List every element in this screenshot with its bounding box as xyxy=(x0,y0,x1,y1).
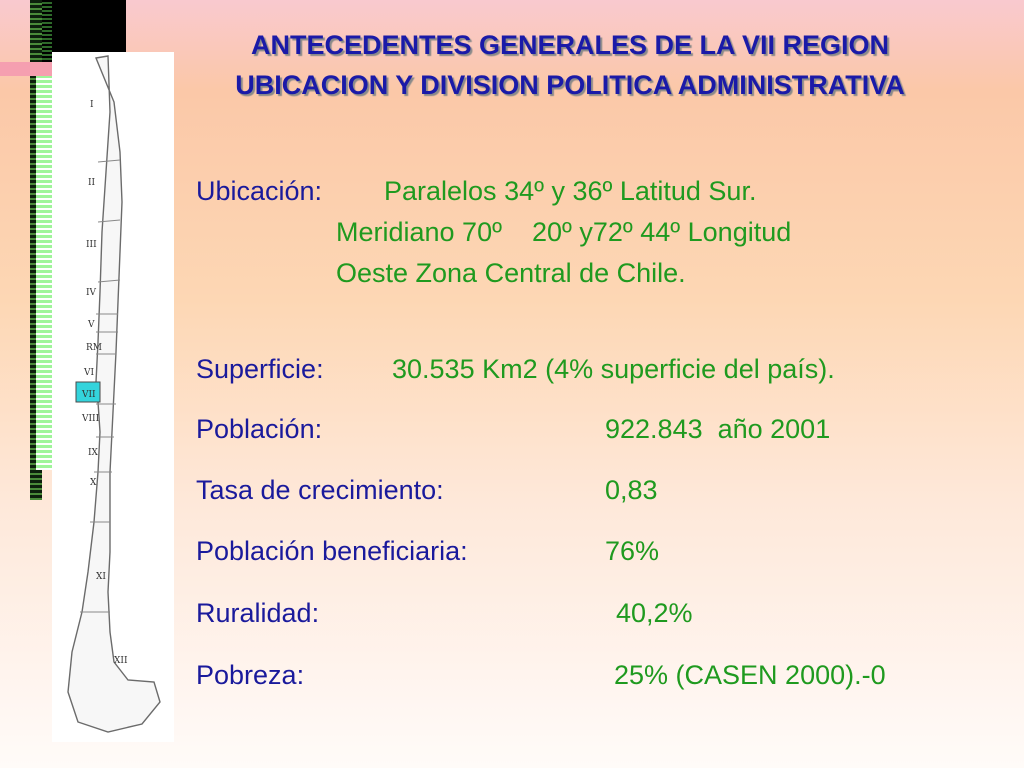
region-label-vii: VII xyxy=(82,390,96,400)
tasa-crecimiento-value: 0,83 xyxy=(605,475,658,505)
region-label-viii: VIII xyxy=(82,414,100,424)
poblacion-beneficiaria-value: 76% xyxy=(605,536,660,566)
region-label-xi: XI xyxy=(96,572,106,582)
location-label: Ubicación: xyxy=(196,176,323,206)
pobreza-label: Pobreza: xyxy=(196,660,305,690)
pobreza-value: 25% (CASEN 2000).-0 xyxy=(614,660,886,690)
decorative-green-stripes xyxy=(36,70,56,470)
region-label-rm: RM xyxy=(86,343,102,353)
region-label-iv: IV xyxy=(86,288,97,298)
decorative-black-block xyxy=(52,0,126,52)
chile-map xyxy=(67,55,161,733)
location-line-3: Oeste Zona Central de Chile. xyxy=(336,258,686,288)
region-label-x: X xyxy=(90,478,97,488)
poblacion-label: Población: xyxy=(196,414,323,444)
page-title-line-2: UBICACION Y DIVISION POLITICA ADMINISTRA… xyxy=(235,70,905,100)
page-title-line-1: ANTECEDENTES GENERALES DE LA VII REGION xyxy=(250,30,890,60)
region-label-v: V xyxy=(88,320,95,330)
region-label-ii: II xyxy=(88,178,96,188)
tasa-crecimiento-label: Tasa de crecimiento: xyxy=(196,475,444,505)
region-label-i: I xyxy=(90,100,94,110)
superficie-value: 30.535 Km2 (4% superficie del país). xyxy=(392,354,835,384)
region-vii-highlight xyxy=(75,381,101,403)
region-label-xii: XII xyxy=(114,656,128,666)
region-label-ix: IX xyxy=(88,448,98,458)
decorative-pink-bar xyxy=(0,62,52,76)
poblacion-value: 922.843 año 2001 xyxy=(605,414,831,444)
poblacion-beneficiaria-label: Población beneficiaria: xyxy=(196,536,468,566)
region-label-vi: VI xyxy=(84,368,95,378)
location-line-2: Meridiano 70º 20º y72º 44º Longitud xyxy=(336,217,792,247)
ruralidad-value: 40,2% xyxy=(616,598,693,628)
chile-outline xyxy=(67,55,161,733)
location-line-1: Paralelos 34º y 36º Latitud Sur. xyxy=(384,176,757,206)
region-label-iii: III xyxy=(86,240,97,250)
superficie-label: Superficie: xyxy=(196,354,324,384)
ruralidad-label: Ruralidad: xyxy=(196,598,320,628)
